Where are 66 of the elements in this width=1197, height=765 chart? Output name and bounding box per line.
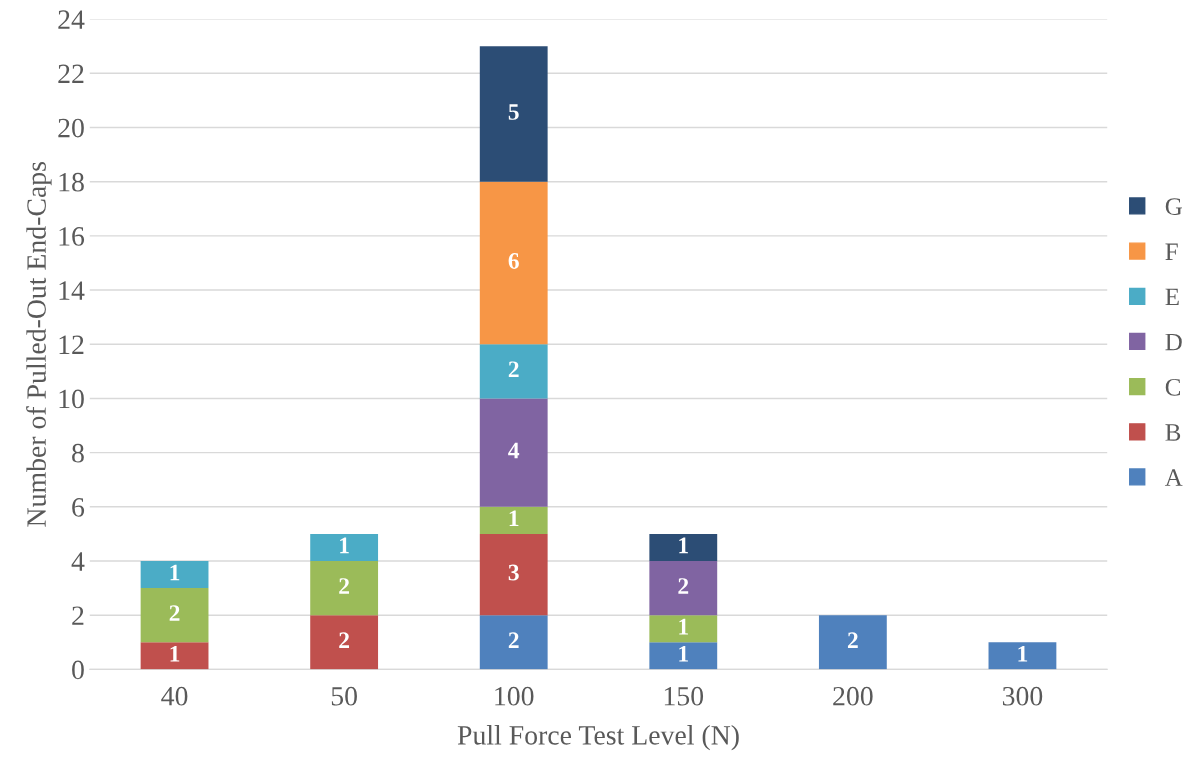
data-label: 5	[508, 104, 519, 120]
data-label: 1	[679, 537, 688, 554]
data-label: 2	[847, 632, 858, 648]
legend-label: B	[1165, 424, 1181, 441]
bar	[479, 344, 548, 399]
data-label: 1	[170, 564, 180, 581]
x-tick-label: 200	[833, 686, 873, 706]
data-label: 1	[170, 645, 180, 662]
legend-label: G	[1165, 198, 1182, 215]
legend-label: C	[1165, 378, 1181, 396]
bar	[310, 615, 379, 670]
y-tick-label: 18	[59, 172, 84, 192]
bar	[649, 615, 718, 643]
y-tick-label: 10	[59, 389, 84, 409]
data-label: 3	[508, 564, 519, 581]
x-tick-label: 40	[161, 686, 188, 706]
data-label: 2	[339, 578, 350, 594]
y-tick-label: 14	[59, 281, 85, 300]
y-tick-label: 6	[72, 498, 85, 517]
bar	[140, 561, 209, 589]
data-label: 1	[509, 510, 519, 527]
bar	[479, 615, 548, 670]
bar	[479, 398, 548, 507]
x-tick-label: 100	[495, 686, 534, 706]
x-tick-label: 50	[331, 686, 357, 706]
legend-label: A	[1164, 469, 1183, 486]
data-label: 1	[679, 645, 688, 662]
legend-label: D	[1165, 333, 1182, 351]
bar	[649, 561, 718, 616]
data-label: 2	[339, 632, 350, 648]
bar	[479, 533, 548, 616]
x-axis-title: Pull Force Test Level (N)	[457, 725, 739, 751]
y-tick-label: 0	[72, 660, 84, 680]
bar	[649, 642, 718, 670]
y-tick-label: 8	[72, 443, 84, 463]
y-tick-label: 16	[59, 227, 85, 246]
bar	[988, 642, 1057, 670]
y-tick-label: 20	[58, 118, 84, 138]
bar	[649, 533, 718, 561]
legend-label: E	[1165, 288, 1179, 306]
data-label: 1	[679, 618, 688, 635]
y-tick-label: 12	[59, 335, 84, 354]
data-label: 4	[508, 442, 520, 459]
bar	[310, 533, 379, 561]
y-tick-label: 24	[58, 10, 85, 29]
x-tick-label: 300	[1002, 686, 1043, 706]
x-tick-label: 150	[664, 686, 704, 706]
bar	[140, 642, 209, 670]
data-label: 6	[508, 253, 519, 269]
data-label: 2	[508, 632, 519, 648]
data-label: 2	[169, 605, 180, 621]
bar	[479, 46, 548, 182]
bar	[479, 181, 548, 345]
data-label: 1	[340, 537, 349, 554]
y-tick-label: 22	[58, 64, 84, 83]
bar	[479, 506, 548, 534]
y-tick-label: 4	[71, 552, 85, 571]
legend-label: F	[1165, 243, 1178, 260]
data-label: 1	[1018, 645, 1028, 662]
data-label: 2	[678, 578, 689, 594]
y-axis-title: Number of Pulled-Out End-Caps	[26, 162, 52, 527]
data-label: 2	[508, 361, 519, 378]
bar	[140, 588, 209, 643]
y-tick-label: 2	[72, 606, 84, 625]
bar	[310, 561, 379, 616]
bar	[818, 615, 887, 670]
